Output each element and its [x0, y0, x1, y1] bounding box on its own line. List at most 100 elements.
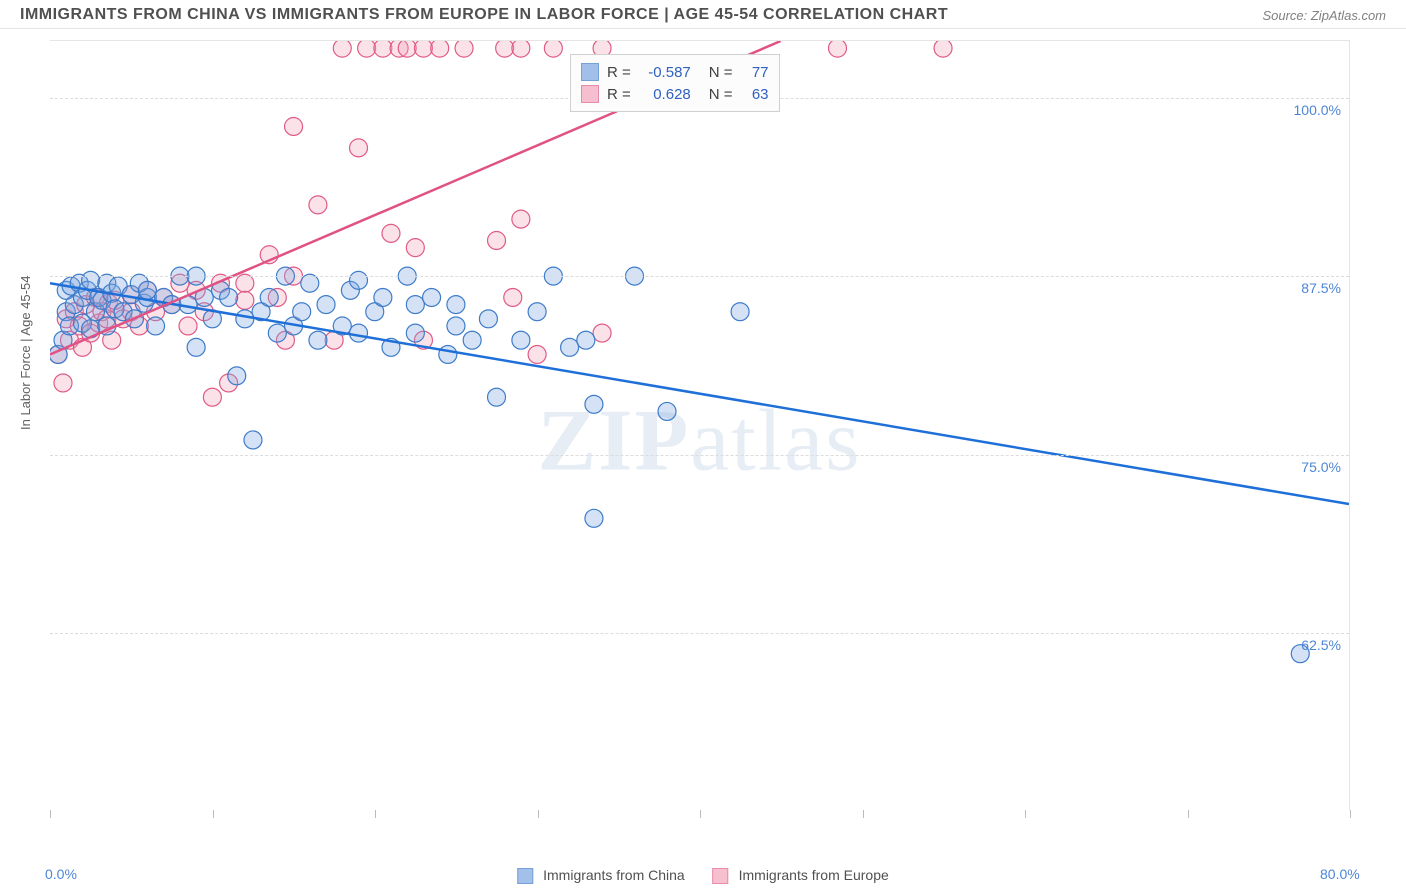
data-point: [220, 288, 238, 306]
data-point: [82, 271, 100, 289]
data-point: [423, 288, 441, 306]
x-tick-label-max: 80.0%: [1320, 866, 1360, 882]
data-point: [585, 395, 603, 413]
data-point: [236, 291, 254, 309]
data-point: [488, 388, 506, 406]
x-tick: [1350, 810, 1351, 818]
correlation-legend: R =-0.587N =77R =0.628N =63: [570, 54, 780, 112]
legend-row: R =0.628N =63: [581, 83, 769, 105]
data-point: [187, 338, 205, 356]
legend-item-china: Immigrants from China: [517, 867, 684, 884]
data-point: [374, 41, 392, 57]
x-tick: [538, 810, 539, 818]
data-point: [398, 41, 416, 57]
data-point: [528, 303, 546, 321]
data-point: [561, 338, 579, 356]
x-tick: [213, 810, 214, 818]
r-value: -0.587: [639, 64, 691, 81]
x-tick: [1025, 810, 1026, 818]
data-point: [431, 41, 449, 57]
data-point: [317, 296, 335, 314]
scatter-svg: [50, 41, 1349, 810]
data-point: [406, 324, 424, 342]
y-tick-label: 100.0%: [1294, 102, 1341, 118]
data-point: [577, 331, 595, 349]
r-value: 0.628: [639, 86, 691, 103]
data-point: [54, 374, 72, 392]
swatch-china: [517, 868, 533, 884]
legend-item-europe: Immigrants from Europe: [713, 867, 889, 884]
data-point: [309, 331, 327, 349]
data-point: [593, 324, 611, 342]
x-tick: [375, 810, 376, 818]
data-point: [358, 41, 376, 57]
chart-header: IMMIGRANTS FROM CHINA VS IMMIGRANTS FROM…: [0, 0, 1406, 29]
data-point: [455, 41, 473, 57]
gridline: [50, 276, 1349, 277]
data-point: [447, 296, 465, 314]
data-point: [414, 41, 432, 57]
data-point: [479, 310, 497, 328]
data-point: [374, 288, 392, 306]
data-point: [203, 388, 221, 406]
data-point: [463, 331, 481, 349]
gridline: [50, 455, 1349, 456]
data-point: [309, 196, 327, 214]
legend-label-china: Immigrants from China: [543, 867, 685, 883]
data-point: [350, 324, 368, 342]
data-point: [228, 367, 246, 385]
y-tick-label: 62.5%: [1301, 637, 1341, 653]
data-point: [260, 288, 278, 306]
data-point: [829, 41, 847, 57]
data-point: [382, 224, 400, 242]
data-point: [447, 317, 465, 335]
x-tick: [700, 810, 701, 818]
data-point: [512, 210, 530, 228]
chart-title: IMMIGRANTS FROM CHINA VS IMMIGRANTS FROM…: [20, 6, 948, 24]
data-point: [731, 303, 749, 321]
r-label: R =: [607, 64, 631, 81]
n-value: 63: [741, 86, 769, 103]
chart-plot-area: ZIPatlas 62.5%75.0%87.5%100.0%: [50, 40, 1350, 810]
n-label: N =: [709, 64, 733, 81]
data-point: [350, 271, 368, 289]
data-point: [244, 431, 262, 449]
data-point: [293, 303, 311, 321]
data-point: [934, 41, 952, 57]
data-point: [236, 310, 254, 328]
data-point: [658, 402, 676, 420]
x-tick: [1188, 810, 1189, 818]
y-tick-label: 87.5%: [1301, 280, 1341, 296]
gridline: [50, 633, 1349, 634]
swatch-europe: [713, 868, 729, 884]
data-point: [333, 41, 351, 57]
x-tick: [863, 810, 864, 818]
data-point: [496, 41, 514, 57]
y-axis-label: In Labor Force | Age 45-54: [18, 276, 33, 430]
legend-swatch: [581, 63, 599, 81]
data-point: [406, 296, 424, 314]
data-point: [528, 345, 546, 363]
data-point: [147, 317, 165, 335]
data-point: [585, 509, 603, 527]
source-attribution: Source: ZipAtlas.com: [1262, 8, 1386, 23]
data-point: [138, 281, 156, 299]
x-tick: [50, 810, 51, 818]
trend-line: [50, 283, 1349, 504]
data-point: [350, 139, 368, 157]
r-label: R =: [607, 86, 631, 103]
data-point: [285, 117, 303, 135]
data-point: [439, 345, 457, 363]
data-point: [406, 239, 424, 257]
data-point: [179, 317, 197, 335]
x-tick-label-min: 0.0%: [45, 866, 77, 882]
legend-row: R = -0.587 N = 77: [581, 61, 769, 83]
n-value: 77: [741, 64, 769, 81]
legend-label-europe: Immigrants from Europe: [739, 867, 889, 883]
data-point: [268, 324, 286, 342]
data-point: [488, 231, 506, 249]
legend-swatch: [581, 85, 599, 103]
legend-bottom: Immigrants from China Immigrants from Eu…: [517, 867, 889, 884]
data-point: [544, 41, 562, 57]
data-point: [504, 288, 522, 306]
